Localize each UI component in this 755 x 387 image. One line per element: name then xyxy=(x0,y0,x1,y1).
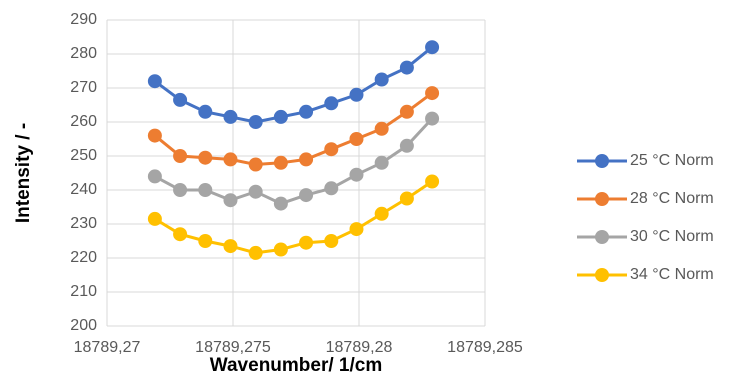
data-point xyxy=(248,245,263,260)
x-axis-title: Wavenumber/ 1/cm xyxy=(210,355,382,376)
data-point xyxy=(374,155,389,170)
data-point xyxy=(324,181,339,196)
data-point xyxy=(324,142,339,157)
series-line xyxy=(153,46,434,124)
data-point xyxy=(173,92,188,107)
y-tick-label: 270 xyxy=(70,79,97,96)
data-point xyxy=(173,149,188,163)
data-point xyxy=(273,196,288,211)
data-point xyxy=(147,74,162,89)
y-tick-label: 230 xyxy=(70,215,97,232)
data-point xyxy=(198,104,213,119)
x-tick-label: 18789,27 xyxy=(74,339,141,356)
data-point xyxy=(147,211,162,226)
data-point xyxy=(299,152,314,167)
y-tick-label: 200 xyxy=(70,317,97,334)
data-point xyxy=(425,174,440,189)
data-point xyxy=(399,138,414,153)
data-point xyxy=(223,193,238,208)
data-point xyxy=(399,60,414,75)
data-point xyxy=(198,234,213,248)
data-point xyxy=(273,155,288,170)
data-point xyxy=(173,183,188,197)
legend-label: 30 °C Norm xyxy=(630,228,714,245)
x-tick-label: 18789,275 xyxy=(195,339,271,356)
y-tick-label: 240 xyxy=(70,181,97,198)
data-point xyxy=(349,222,364,237)
y-tick-label: 260 xyxy=(70,113,97,130)
data-point xyxy=(223,109,238,124)
data-point xyxy=(374,72,389,87)
data-point xyxy=(198,150,213,165)
data-point xyxy=(425,111,440,126)
legend-label: 25 °C Norm xyxy=(630,152,714,169)
y-tick-label: 290 xyxy=(70,11,97,28)
legend-swatch-marker xyxy=(595,268,609,282)
data-point xyxy=(248,157,263,172)
data-point xyxy=(147,128,162,143)
y-tick-label: 280 xyxy=(70,45,97,62)
data-point xyxy=(299,104,314,119)
data-point xyxy=(299,235,314,250)
data-point xyxy=(399,104,414,119)
legend-swatch-marker xyxy=(595,230,609,244)
data-point xyxy=(248,184,263,199)
data-point xyxy=(299,188,314,203)
data-point xyxy=(425,86,440,101)
x-tick-label: 18789,28 xyxy=(326,339,393,356)
data-point xyxy=(273,109,288,124)
data-point xyxy=(349,167,364,182)
data-point xyxy=(147,169,162,184)
series-line xyxy=(154,180,433,255)
data-point xyxy=(399,191,414,206)
data-point xyxy=(324,96,339,111)
data-point xyxy=(198,183,213,197)
data-point xyxy=(173,227,188,242)
data-point xyxy=(349,87,364,102)
legend-swatch-marker xyxy=(595,192,609,206)
y-axis-title: Intensity / - xyxy=(13,123,34,223)
series-line xyxy=(153,91,433,167)
data-point xyxy=(248,115,263,129)
legend-label: 34 °C Norm xyxy=(630,266,714,283)
data-point xyxy=(425,40,440,55)
data-point xyxy=(324,234,339,248)
data-point xyxy=(374,206,389,221)
y-tick-label: 210 xyxy=(70,283,97,300)
data-point xyxy=(349,132,364,146)
data-point xyxy=(223,239,238,254)
data-point xyxy=(273,242,288,257)
legend-label: 28 °C Norm xyxy=(630,190,714,207)
y-tick-label: 220 xyxy=(70,249,97,266)
data-point xyxy=(374,121,389,136)
legend-swatch-marker xyxy=(595,154,609,168)
y-tick-label: 250 xyxy=(70,147,97,164)
data-point xyxy=(223,152,238,167)
x-tick-label: 18789,285 xyxy=(447,339,523,356)
